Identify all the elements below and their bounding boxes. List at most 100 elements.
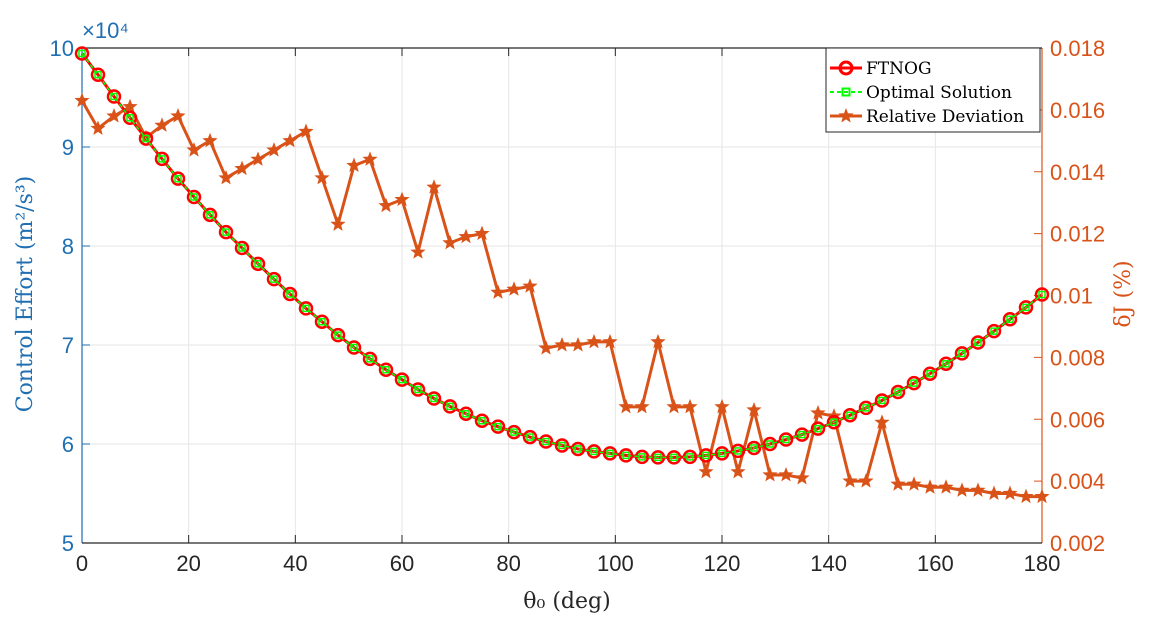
data-point-ftnog bbox=[538, 434, 554, 449]
data-point-optimal-solution bbox=[366, 355, 374, 363]
data-point-relative-deviation bbox=[538, 340, 554, 355]
right-axis-label: δJ (%) bbox=[1111, 260, 1136, 327]
x-tick-label: 80 bbox=[496, 551, 520, 576]
data-point-ftnog bbox=[570, 441, 586, 457]
data-point-ftnog bbox=[282, 286, 298, 302]
data-point-optimal-solution bbox=[334, 331, 342, 339]
data-point-relative-deviation bbox=[810, 405, 826, 420]
data-point-ftnog bbox=[138, 131, 154, 146]
right-tick-label: 0.004 bbox=[1050, 469, 1105, 494]
data-point-relative-deviation bbox=[698, 463, 714, 479]
data-point-ftnog bbox=[170, 171, 186, 186]
data-point-relative-deviation bbox=[602, 333, 618, 349]
data-point-optimal-solution bbox=[126, 114, 134, 122]
data-point-relative-deviation bbox=[122, 98, 138, 114]
data-point-optimal-solution bbox=[766, 440, 774, 448]
data-point-optimal-solution bbox=[878, 396, 886, 405]
data-point-ftnog bbox=[1002, 312, 1018, 327]
data-point-optimal-solution bbox=[510, 428, 518, 436]
data-point-ftnog bbox=[186, 189, 202, 205]
legend-label: FTNOG bbox=[866, 59, 932, 79]
data-point-optimal-solution bbox=[270, 275, 278, 283]
data-point-optimal-solution bbox=[94, 70, 102, 79]
data-point-optimal-solution bbox=[958, 349, 966, 358]
legend-box bbox=[825, 47, 1041, 133]
left-tick-label: 7 bbox=[62, 333, 74, 358]
data-point-optimal-solution bbox=[222, 228, 230, 236]
data-point-optimal-solution bbox=[414, 385, 422, 394]
data-point-optimal-solution bbox=[462, 410, 470, 418]
x-tick-label: 0 bbox=[76, 551, 88, 576]
data-point-optimal-solution bbox=[478, 416, 486, 425]
x-tick-label: 100 bbox=[597, 551, 634, 576]
data-point-optimal-solution bbox=[894, 388, 902, 396]
data-point-relative-deviation bbox=[906, 476, 922, 491]
data-point-relative-deviation bbox=[442, 234, 458, 250]
data-point-relative-deviation bbox=[970, 482, 986, 497]
data-point-relative-deviation bbox=[378, 197, 394, 213]
data-point-optimal-solution bbox=[350, 343, 358, 352]
data-point-relative-deviation bbox=[298, 123, 314, 138]
data-point-optimal-solution bbox=[734, 447, 742, 455]
right-tick-label: 0.012 bbox=[1050, 222, 1105, 247]
x-tick-label: 120 bbox=[704, 551, 741, 576]
data-point-optimal-solution bbox=[430, 394, 438, 403]
data-point-relative-deviation bbox=[922, 479, 938, 494]
data-point-ftnog bbox=[266, 271, 282, 287]
data-point-optimal-solution bbox=[238, 244, 246, 252]
data-point-ftnog bbox=[122, 110, 138, 126]
data-point-ftnog bbox=[330, 327, 346, 343]
data-point-ftnog bbox=[986, 323, 1002, 339]
data-point-optimal-solution bbox=[1038, 290, 1046, 299]
data-point-relative-deviation bbox=[778, 466, 794, 482]
data-point-relative-deviation bbox=[314, 169, 330, 185]
data-point-optimal-solution bbox=[110, 92, 118, 101]
data-point-optimal-solution bbox=[574, 445, 582, 453]
data-point-relative-deviation bbox=[762, 466, 778, 482]
right-tick-label: 0.01 bbox=[1050, 284, 1093, 309]
data-point-optimal-solution bbox=[1022, 303, 1030, 312]
data-point-optimal-solution bbox=[974, 338, 982, 347]
data-point-ftnog bbox=[810, 421, 826, 436]
data-point-ftnog bbox=[154, 151, 170, 167]
legend-label: Optimal Solution bbox=[866, 83, 1012, 103]
data-point-ftnog bbox=[218, 224, 234, 240]
data-point-ftnog bbox=[554, 438, 570, 453]
data-point-relative-deviation bbox=[1002, 485, 1018, 500]
data-point-optimal-solution bbox=[1006, 315, 1014, 324]
left-tick-label: 10 bbox=[50, 36, 74, 61]
data-point-relative-deviation bbox=[634, 398, 650, 414]
data-point-optimal-solution bbox=[702, 451, 710, 460]
data-point-relative-deviation bbox=[890, 476, 906, 491]
data-point-ftnog bbox=[794, 427, 810, 442]
data-point-ftnog bbox=[346, 340, 362, 355]
data-point-ftnog bbox=[522, 429, 538, 445]
data-point-ftnog bbox=[202, 207, 218, 223]
data-point-relative-deviation bbox=[490, 284, 506, 299]
data-point-optimal-solution bbox=[158, 155, 166, 163]
legend-marker-circle bbox=[838, 60, 854, 76]
data-point-optimal-solution bbox=[142, 134, 150, 143]
x-axis-label: θ₀ (deg) bbox=[523, 589, 610, 614]
data-point-relative-deviation bbox=[106, 108, 122, 123]
legend-marker-star bbox=[838, 108, 854, 123]
data-point-optimal-solution bbox=[382, 366, 390, 374]
data-point-ftnog bbox=[490, 419, 506, 434]
right-tick-label: 0.014 bbox=[1050, 160, 1105, 185]
data-point-relative-deviation bbox=[842, 473, 858, 488]
data-point-ftnog bbox=[970, 335, 986, 350]
data-point-optimal-solution bbox=[862, 404, 870, 412]
data-point-ftnog bbox=[298, 301, 314, 316]
data-point-ftnog bbox=[762, 436, 778, 452]
data-point-optimal-solution bbox=[798, 430, 806, 439]
data-point-relative-deviation bbox=[794, 470, 810, 485]
data-point-relative-deviation bbox=[170, 108, 186, 123]
data-point-relative-deviation bbox=[250, 151, 266, 166]
right-tick-label: 0.008 bbox=[1050, 345, 1105, 370]
data-point-optimal-solution bbox=[814, 424, 822, 433]
data-point-relative-deviation bbox=[394, 191, 410, 207]
data-point-relative-deviation bbox=[618, 398, 634, 414]
data-point-relative-deviation bbox=[570, 337, 586, 352]
data-point-ftnog bbox=[938, 356, 954, 372]
legend-entry-optimal-solution: Optimal Solution bbox=[830, 83, 1012, 103]
